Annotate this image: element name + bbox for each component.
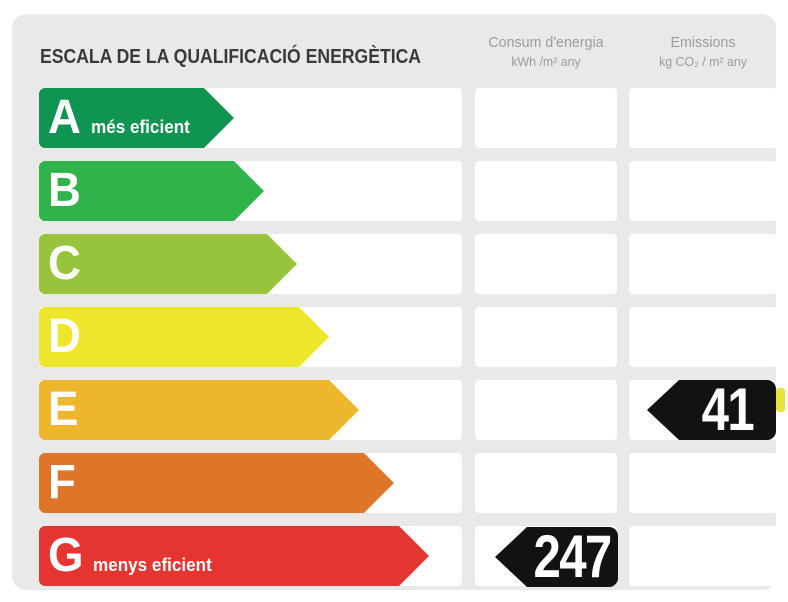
emissions-value-badge: 41: [647, 376, 776, 443]
rating-row-g: G menys eficient: [12, 526, 788, 586]
grade-bar-f: F: [39, 453, 394, 513]
emissions-cell: [629, 234, 777, 294]
grade-bar-c: C: [39, 234, 297, 294]
grade-letter: E: [48, 383, 79, 436]
emissions-cell: [629, 526, 777, 586]
rating-row-f: F: [12, 453, 788, 513]
grade-letter: A: [48, 91, 81, 144]
emissions-cell: [629, 307, 777, 367]
certificate-panel: ESCALA DE LA QUALIFICACIÓ ENERGÈTICA Con…: [12, 14, 785, 590]
consum-label: Consum d'energia: [488, 34, 604, 51]
grade-letter: B: [48, 164, 81, 217]
grade-letter: G: [48, 529, 84, 582]
rating-row-d: D: [12, 307, 788, 367]
consum-cell: [475, 88, 617, 148]
grade-letter: F: [48, 456, 76, 509]
consum-unit: kWh /m² any: [511, 54, 581, 69]
grade-bar-e: E: [39, 380, 359, 440]
page-title: ESCALA DE LA QUALIFICACIÓ ENERGÈTICA: [40, 46, 422, 68]
grade-letter: D: [48, 310, 81, 363]
emissions-value: 41: [701, 376, 755, 443]
rating-row-b: B: [12, 161, 788, 221]
grade-letter: C: [48, 237, 81, 290]
grade-note: menys eficient: [93, 554, 213, 575]
grade-bar-d: D: [39, 307, 329, 367]
grade-bar-a: A més eficient: [39, 88, 234, 148]
consum-cell: [475, 307, 617, 367]
emissions-label: Emissions: [670, 34, 736, 51]
consum-value-badge: 247: [495, 523, 618, 590]
grade-bar-b: B: [39, 161, 264, 221]
consum-cell: [475, 234, 617, 294]
emissions-cell: [629, 88, 777, 148]
consum-cell: [475, 453, 617, 513]
column-header-consum: Consum d'energia kWh /m² any: [467, 33, 625, 71]
edge-marker: [776, 388, 785, 412]
emissions-unit: kg CO₂ / m² any: [659, 54, 747, 69]
consum-value: 247: [533, 523, 613, 590]
rating-row-c: C: [12, 234, 788, 294]
emissions-cell: [629, 453, 777, 513]
column-header-emissions: Emissions kg CO₂ / m² any: [622, 33, 784, 71]
consum-cell: [475, 161, 617, 221]
emissions-cell: [629, 161, 777, 221]
consum-cell: [475, 380, 617, 440]
grade-note: més eficient: [90, 116, 190, 137]
rating-row-e: E: [12, 380, 788, 440]
grade-bar-g: G menys eficient: [39, 526, 429, 586]
rating-row-a: A més eficient: [12, 88, 788, 148]
